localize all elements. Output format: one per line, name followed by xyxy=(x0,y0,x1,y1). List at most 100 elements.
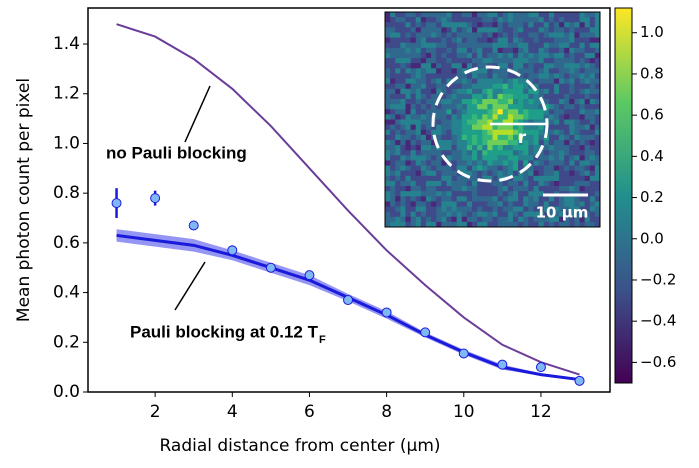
inset-pixel xyxy=(493,79,499,85)
inset-pixel xyxy=(400,191,406,197)
inset-pixel xyxy=(390,176,396,182)
inset-pixel xyxy=(554,38,560,44)
inset-pixel xyxy=(564,155,570,161)
inset-pixel xyxy=(585,176,591,182)
inset-pixel xyxy=(446,191,452,197)
inset-pixel xyxy=(549,43,555,49)
inset-pixel xyxy=(452,89,458,95)
inset-pixel xyxy=(467,94,473,100)
inset-pixel xyxy=(580,186,586,192)
inset-pixel xyxy=(400,135,406,141)
inset-pixel xyxy=(564,48,570,54)
inset-pixel xyxy=(564,166,570,172)
annotation-line xyxy=(175,262,205,310)
inset-pixel xyxy=(585,130,591,136)
inset-pixel xyxy=(518,104,524,110)
inset-pixel xyxy=(482,212,488,218)
inset-pixel xyxy=(513,171,519,177)
inset-pixel xyxy=(467,145,473,151)
inset-pixel xyxy=(462,150,468,156)
inset-pixel xyxy=(385,94,391,100)
inset-pixel xyxy=(431,191,437,197)
inset-pixel xyxy=(574,171,580,177)
inset-pixel xyxy=(441,217,447,223)
inset-pixel xyxy=(590,135,596,141)
inset-pixel xyxy=(513,109,519,115)
inset-pixel xyxy=(421,68,427,74)
inset-pixel xyxy=(508,58,514,64)
inset-pixel xyxy=(421,89,427,95)
inset-pixel xyxy=(487,89,493,95)
inset-pixel xyxy=(513,38,519,44)
inset-pixel xyxy=(508,135,514,141)
inset-pixel xyxy=(498,12,504,18)
inset-pixel xyxy=(467,207,473,213)
inset-pixel xyxy=(426,114,432,120)
inset-pixel xyxy=(559,43,565,49)
inset-pixel xyxy=(518,109,524,115)
inset-pixel xyxy=(580,53,586,59)
inset-pixel xyxy=(467,140,473,146)
inset-pixel xyxy=(452,140,458,146)
inset-pixel xyxy=(580,150,586,156)
inset-pixel xyxy=(580,38,586,44)
inset-pixel xyxy=(431,12,437,18)
inset-pixel xyxy=(518,114,524,120)
inset-pixel xyxy=(518,160,524,166)
inset-pixel xyxy=(533,166,539,172)
inset-pixel xyxy=(487,191,493,197)
inset-pixel xyxy=(446,63,452,69)
inset-pixel xyxy=(436,186,442,192)
inset-pixel xyxy=(559,171,565,177)
inset-pixel xyxy=(452,53,458,59)
inset-pixel xyxy=(580,145,586,151)
inset-pixel xyxy=(431,58,437,64)
inset-pixel xyxy=(390,89,396,95)
inset-pixel xyxy=(528,135,534,141)
inset-pixel xyxy=(574,166,580,172)
inset-pixel xyxy=(580,84,586,90)
inset-pixel xyxy=(431,201,437,207)
inset-pixel xyxy=(493,217,499,223)
inset-pixel xyxy=(539,130,545,136)
inset-pixel xyxy=(487,68,493,74)
inset-pixel xyxy=(446,53,452,59)
inset-pixel xyxy=(513,89,519,95)
inset-pixel xyxy=(539,73,545,79)
inset-pixel xyxy=(385,145,391,151)
x-tick-label: 12 xyxy=(530,402,552,422)
inset-pixel xyxy=(446,109,452,115)
inset-pixel xyxy=(513,99,519,105)
inset-pixel xyxy=(508,53,514,59)
inset-pixel xyxy=(390,68,396,74)
inset-pixel xyxy=(559,125,565,131)
inset-pixel xyxy=(528,140,534,146)
inset-pixel xyxy=(405,38,411,44)
inset-pixel xyxy=(580,48,586,54)
inset-pixel xyxy=(385,48,391,54)
inset-pixel xyxy=(554,166,560,172)
inset-pixel xyxy=(528,191,534,197)
inset-pixel xyxy=(426,63,432,69)
inset-pixel xyxy=(498,114,504,120)
inset-pixel xyxy=(472,79,478,85)
inset-pixel xyxy=(518,63,524,69)
inset-pixel xyxy=(574,125,580,131)
inset-pixel xyxy=(467,201,473,207)
inset-pixel xyxy=(590,181,596,187)
inset-pixel xyxy=(503,181,509,187)
inset-pixel xyxy=(544,94,550,100)
colorbar-tick-label: 1.0 xyxy=(640,23,664,41)
inset-pixel xyxy=(426,130,432,136)
inset-pixel xyxy=(462,212,468,218)
inset-pixel xyxy=(421,212,427,218)
inset-pixel xyxy=(446,207,452,213)
inset-pixel xyxy=(411,17,417,23)
inset-pixel xyxy=(554,22,560,28)
inset-pixel xyxy=(477,191,483,197)
inset-pixel xyxy=(533,43,539,49)
inset-pixel xyxy=(559,38,565,44)
inset-pixel xyxy=(421,125,427,131)
inset-pixel xyxy=(431,17,437,23)
inset-pixel xyxy=(426,79,432,85)
